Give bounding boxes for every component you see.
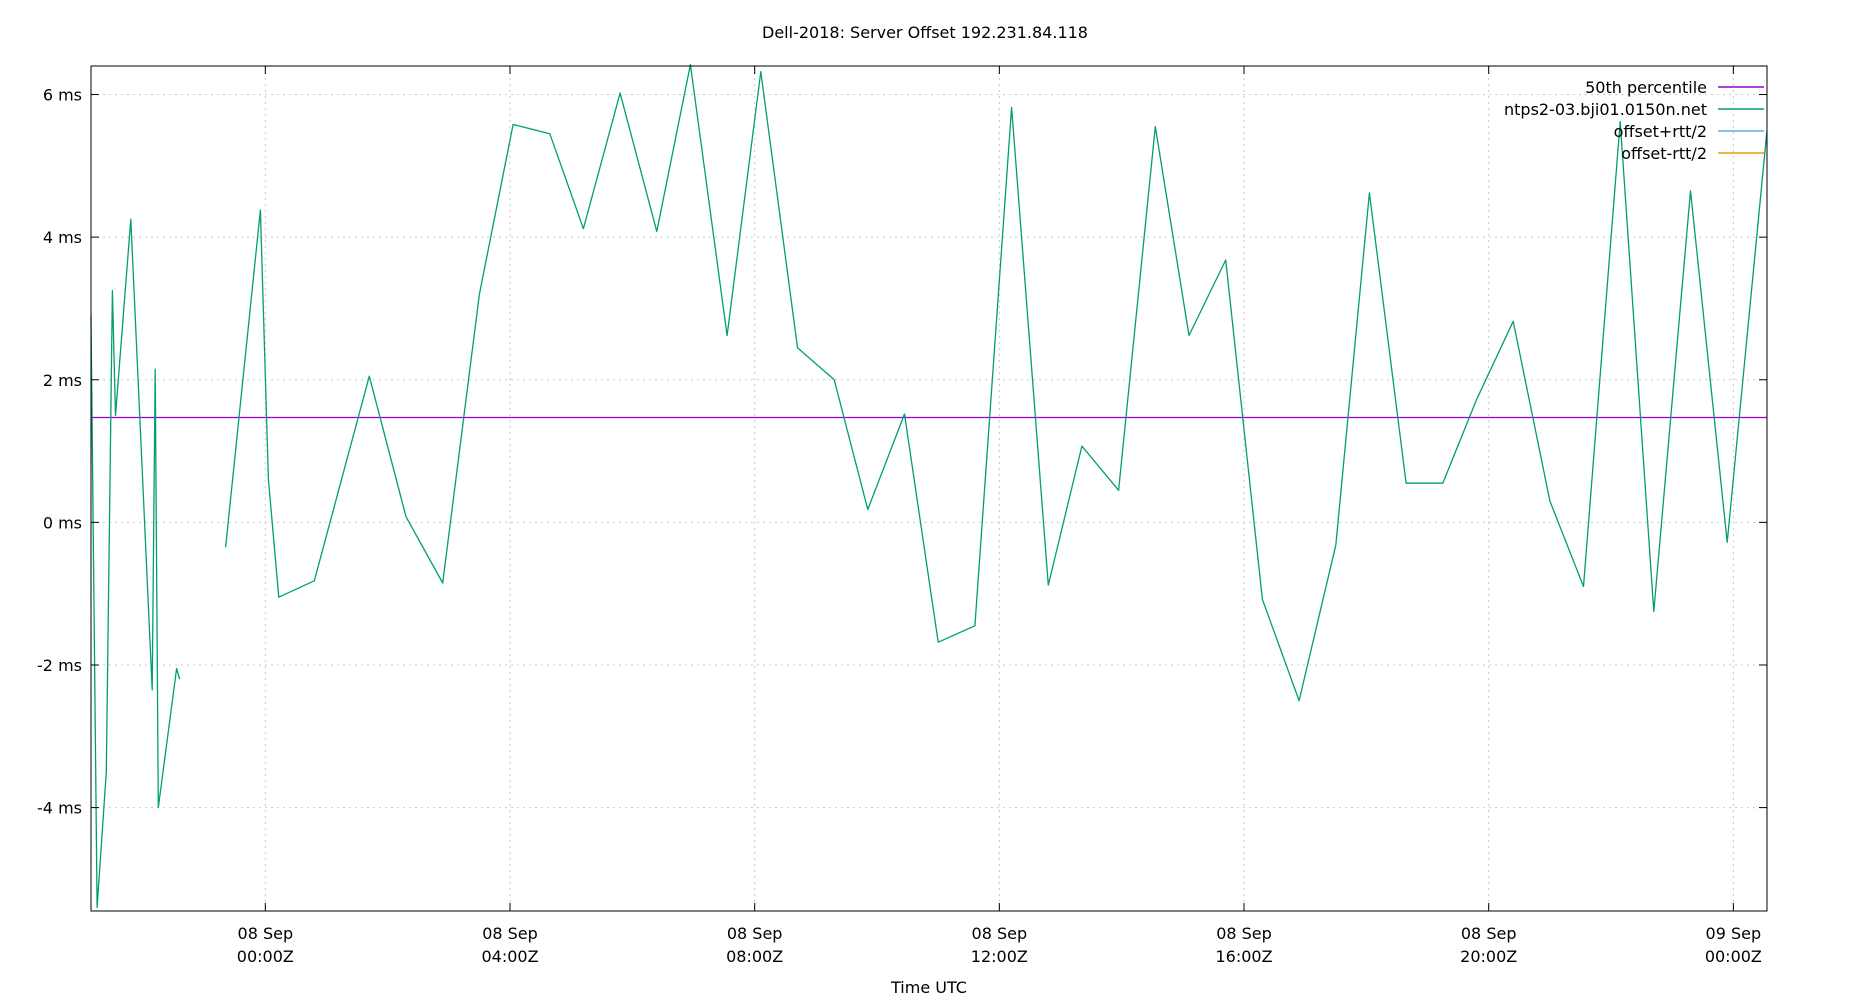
y-tick-label: 6 ms	[43, 86, 82, 105]
y-tick-label: 2 ms	[43, 371, 82, 390]
grid	[91, 66, 1767, 911]
x-tick-label-date: 08 Sep	[1216, 924, 1272, 943]
y-tick-label: 0 ms	[43, 513, 82, 532]
x-tick-label-time: 16:00Z	[1215, 947, 1272, 966]
y-tick-label: 4 ms	[43, 228, 82, 247]
x-axis-label: Time UTC	[890, 978, 967, 997]
x-tick-label-time: 00:00Z	[237, 947, 294, 966]
x-tick-label-date: 08 Sep	[1461, 924, 1517, 943]
y-tick-label: -2 ms	[37, 656, 82, 675]
axis-ticks: 6 ms 4 ms 2 ms 0 ms -2 ms -4 ms 08 Sep 00:00Z 08…	[37, 66, 1767, 966]
x-tick-label-time: 08:00Z	[726, 947, 783, 966]
plot-frame	[90, 65, 1768, 912]
x-tick-label-time: 00:00Z	[1705, 947, 1762, 966]
legend-label: offset-rtt/2	[1621, 144, 1707, 163]
x-tick-label-date: 08 Sep	[727, 924, 783, 943]
x-tick-label-date: 08 Sep	[482, 924, 538, 943]
x-tick-label-date: 08 Sep	[238, 924, 294, 943]
series-layer	[90, 63, 1768, 909]
legend-label: offset+rtt/2	[1614, 122, 1707, 141]
series-line-ntps2-03-bji01-0150n-net	[224, 63, 1768, 702]
x-tick-label-date: 08 Sep	[972, 924, 1028, 943]
legend-label: 50th percentile	[1585, 78, 1707, 97]
legend: 50th percentile ntps2-03.bji01.0150n.net o…	[1504, 78, 1764, 163]
chart-title: Dell-2018: Server Offset 192.231.84.118	[762, 23, 1088, 42]
x-tick-label-time: 04:00Z	[481, 947, 538, 966]
series-line-ntps2-03-bji01-0150n-net	[90, 218, 181, 909]
x-tick-label-time: 12:00Z	[971, 947, 1028, 966]
x-tick-label-time: 20:00Z	[1460, 947, 1517, 966]
legend-label: ntps2-03.bji01.0150n.net	[1504, 100, 1707, 119]
y-tick-label: -4 ms	[37, 799, 82, 818]
x-tick-label-date: 09 Sep	[1706, 924, 1762, 943]
